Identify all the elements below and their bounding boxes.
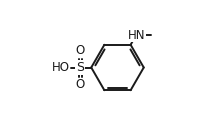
Text: O: O xyxy=(75,78,85,90)
Text: S: S xyxy=(76,61,84,74)
Text: HO: HO xyxy=(52,61,70,74)
Text: O: O xyxy=(75,44,85,58)
Text: HN: HN xyxy=(128,28,145,42)
